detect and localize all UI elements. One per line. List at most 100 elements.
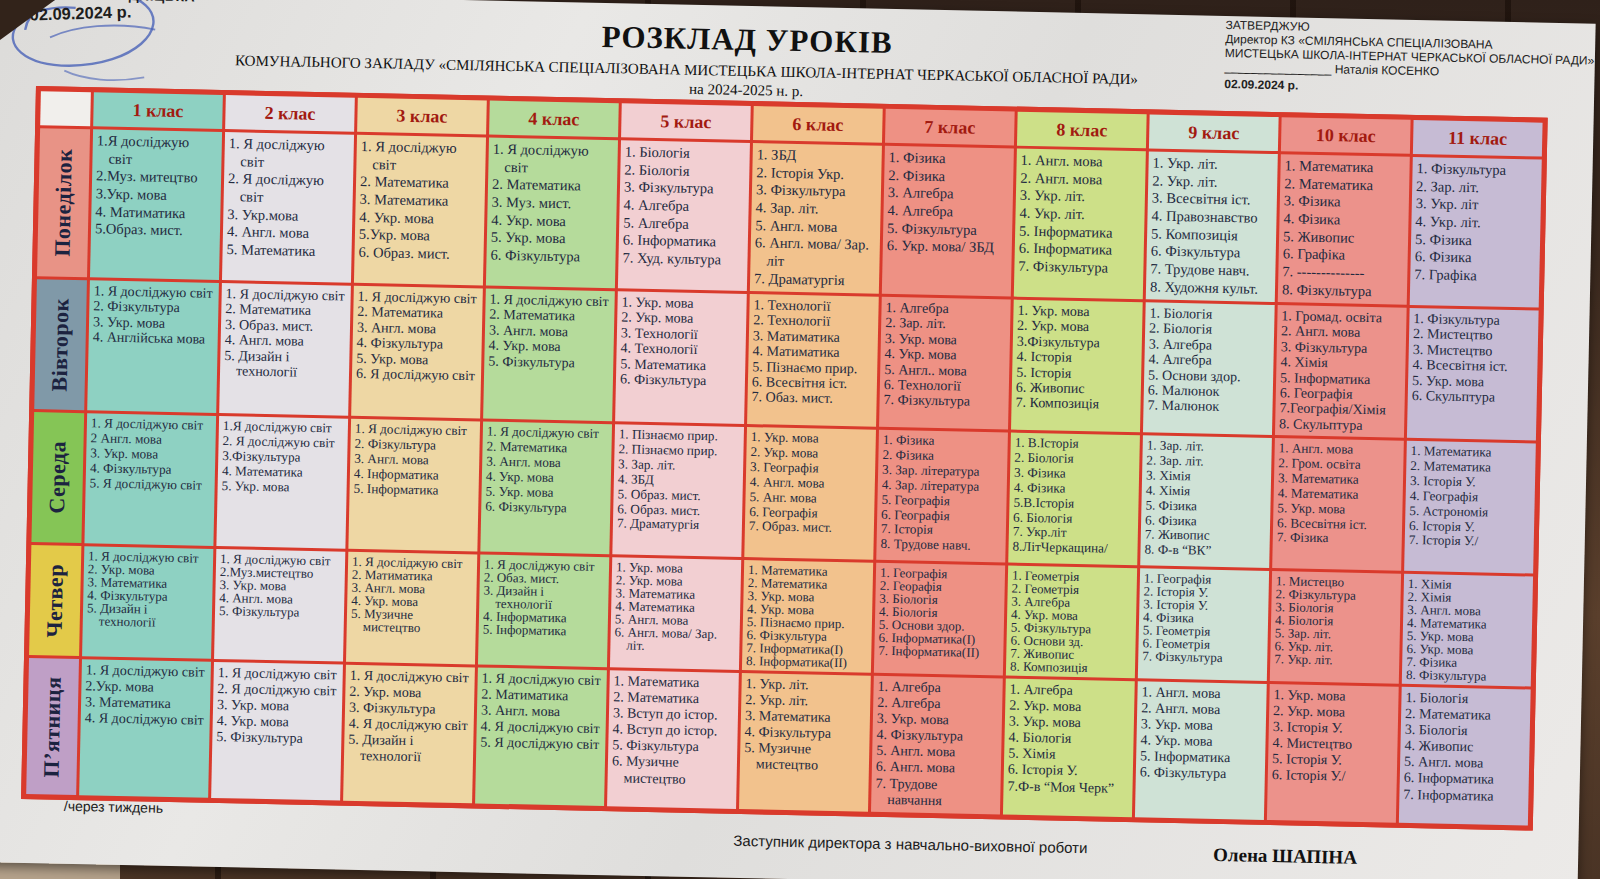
subject-item: 4. Зар. літ. [767,199,874,219]
schedule-cell: 1. Геометрія2. Геометрія3. Алгебра4. Укр… [1006,566,1137,679]
schedule-cell: 1. В.Історія2. Біологія3. Фізика4. Фізик… [1008,433,1140,566]
schedule-cell: 1. ЗБД2. Історія Укр.3. Фізкультура4. За… [750,143,882,294]
schedule-cell: 1. Зар. літ.2. Зар. літ.3. Хімія4. Хімія… [1140,435,1272,568]
schedule-cell: 1. Я досліджую світ2.Укр. мова3. Математ… [79,659,211,798]
schedule-cell: 1. Я досліджую світ2. Обаз. мист.3. Диза… [478,554,609,667]
subject-item: 6. Інформатика [1416,771,1523,789]
subject-item: 2. Я досліджую світ [240,171,348,209]
subject-item: 6. Англ. мова/ Зар. літ. [626,626,734,654]
subject-item: 2. Фізика [900,167,1007,187]
subject-item: 5. Музичне мистецтво [363,607,471,635]
subject-item: 7. Фізкультура [1154,650,1261,665]
subject-item: 6. Історія У./ [1284,768,1391,786]
subject-item: 4. Історія [1028,349,1135,367]
subject-item: 5. Дизайн і технології [360,732,468,766]
subject-item: 8. Скульптура [1291,416,1398,434]
class-header: 6 клас [753,106,883,143]
day-label: Четвер [29,545,81,656]
subject-item: 6. Скульптура [1424,388,1531,406]
subject-item: 8. Художня культ. [1162,279,1269,299]
schedule-cell: 1. Мистецво2. Фізкультура3. Біологія4. Б… [1270,571,1401,684]
subject-item: 6. Історія У. [1020,762,1127,780]
schedule-cell: 1. Математика2. Математика3. Фізика4. Фі… [1278,154,1410,305]
subject-item: 7. Трудове навчання [887,776,995,810]
day-label: Понеділок [37,128,90,277]
day-label: Вівторок [34,279,87,410]
subject-item: 4. Англ. мова [239,224,346,244]
schedule-cell: 1. Фізкультура2. Мистецтво3. Мистецтво4.… [1407,308,1539,441]
subject-item: 1. Укр. літ. [1164,155,1271,175]
subject-item: 7.Ф-в “Моя Черк” [1019,778,1126,796]
schedule-cell: 1. Я досліджую світ2.Муз.мистецтво3. Укр… [214,549,345,662]
subject-item: 6. Укр. мова/ ЗБД [899,238,1006,258]
schedule-cell: 1. Укр. мова2. Укр. мова3. Історія У.4. … [1267,684,1399,823]
subject-item: 5. Музичне мистецтво [756,741,864,775]
stamp-area: ЛІЯ РУДНІЦЬКА 02.09.2024 р. [4,0,326,103]
subject-item: 7. Історія У./ [1421,534,1528,551]
subject-item: 3. Алгебра [900,185,1007,205]
subject-item: 5. Фізкультура [231,604,338,619]
subject-item: 1. Математика [1296,157,1403,177]
subject-item: 3. Укр. літ. [1032,187,1139,207]
schedule-cell: 1. Я досліджую світ2. Фізкультура3. Англ… [348,419,480,552]
subject-item: 8. Ф-в “ВК” [1156,543,1263,560]
subject-item: 5. Живопис [1295,228,1402,248]
subject-item: 6. Фізкультура [632,372,739,390]
subject-item: 8. Трудове навч. [892,537,999,554]
subject-item: 1. Англ. мова [1032,152,1139,172]
schedule-cell: 1.Я досліджую світ2.Муз. митецтво3.Укр. … [90,129,222,280]
subject-item: 3. Всесвітня іст. [1164,190,1271,210]
subject-item: 5. Алгебра [635,214,742,234]
schedule-cell: 1. Біологія2. Біологія3. Алгебра4. Алгеб… [1143,302,1275,435]
schedule-cell: 1. Математика2. Математика3. Вступ до іс… [607,670,739,809]
subject-item: 6. Фізкультура [1152,765,1259,783]
schedule-cell: 1.Я досліджую світ2. Я досліджую світ3.Ф… [216,416,348,549]
subject-item: 5.Образ. мист. [107,221,214,241]
subject-item: 5. Інформатика [1031,223,1138,243]
subject-item: 6. Інформатика [1031,240,1138,260]
subject-item: 3. Укр.мова [239,206,346,226]
class-header: 7 клас [885,109,1015,146]
subject-item: 4. Фізика [1295,211,1402,231]
subject-item: 4. Англ. мова [237,333,344,351]
subject-item: 5. Дизайн і технології [236,348,344,381]
subject-item: 4. Алгебра [635,197,742,217]
schedule-cell: 1. Математика2. Математика3. Укр. мова4.… [742,560,873,673]
subject-item: 7. Фізкультура [1030,258,1137,278]
schedule-cell: 1. Алгебра2. Алгебра3. Укр. мова4. Фізку… [871,676,1003,815]
subject-item: 7. Обаз. мист. [763,390,870,408]
schedule-cell: 1. Я досліджую світ2. Матиматика3. Англ.… [346,552,477,665]
subject-item: 5. Фізика [1427,231,1534,251]
subject-item: 4. Укр. літ. [1031,205,1138,225]
schedule-cell: 1. Укр. мова2. Укр. мова3. Географія4. А… [744,427,876,560]
subject-item: 6. Інформатика [635,232,742,252]
subject-item: 4. Алгебра [1160,352,1267,370]
subject-item: 1. Я досліджую світ [504,141,612,179]
subject-item: 6. Графіка [1295,246,1402,266]
subject-item: 2.Муз. митецтво [108,168,215,188]
schedule-cell: 1. Я досліджую світ2. Матиматика3. Англ.… [475,667,607,806]
subject-item: 1. Фізкультура [1428,160,1535,180]
subject-item: 5. Англ. мова [767,217,874,237]
weekly-note: /через тиждень [64,798,163,816]
subject-item: 7.Географія/Хімія [1291,401,1398,419]
subject-item: 4. Правознавство [1163,208,1270,228]
subject-item: 2. Історія Укр. [768,164,875,184]
subject-item: 4. Фізкультура [369,335,476,353]
subject-item: 6. Англ. мова [888,760,995,778]
subject-item: 8. Фізкультура [1294,281,1401,301]
subject-item: 7. Графіка [1426,266,1533,286]
subject-item: 8. Фізкультура [1418,668,1525,683]
subject-item: 7. Худ. культура [634,250,741,270]
subject-item: 7. Драматургія [629,517,736,534]
class-header: 3 клас [357,98,487,135]
subject-item: 4. Технології [632,341,739,359]
subject-item: 4. Укр. мова [371,209,478,229]
schedule-cell: 1. Фізика2. Фізика3. Зар. література4. З… [876,430,1008,563]
schedule-cell: 1. Я досліджую світ2. Математика3. Англ.… [480,422,612,555]
subject-item: 7. Укр. літ. [1286,652,1393,667]
subject-item: 2. Укр. літ. [1164,172,1271,192]
subject-item: 7. Фізика [1289,531,1396,548]
subject-item: 1. Я досліджую світ [240,135,348,173]
subject-item: 2. Англ. мова [1032,170,1139,190]
